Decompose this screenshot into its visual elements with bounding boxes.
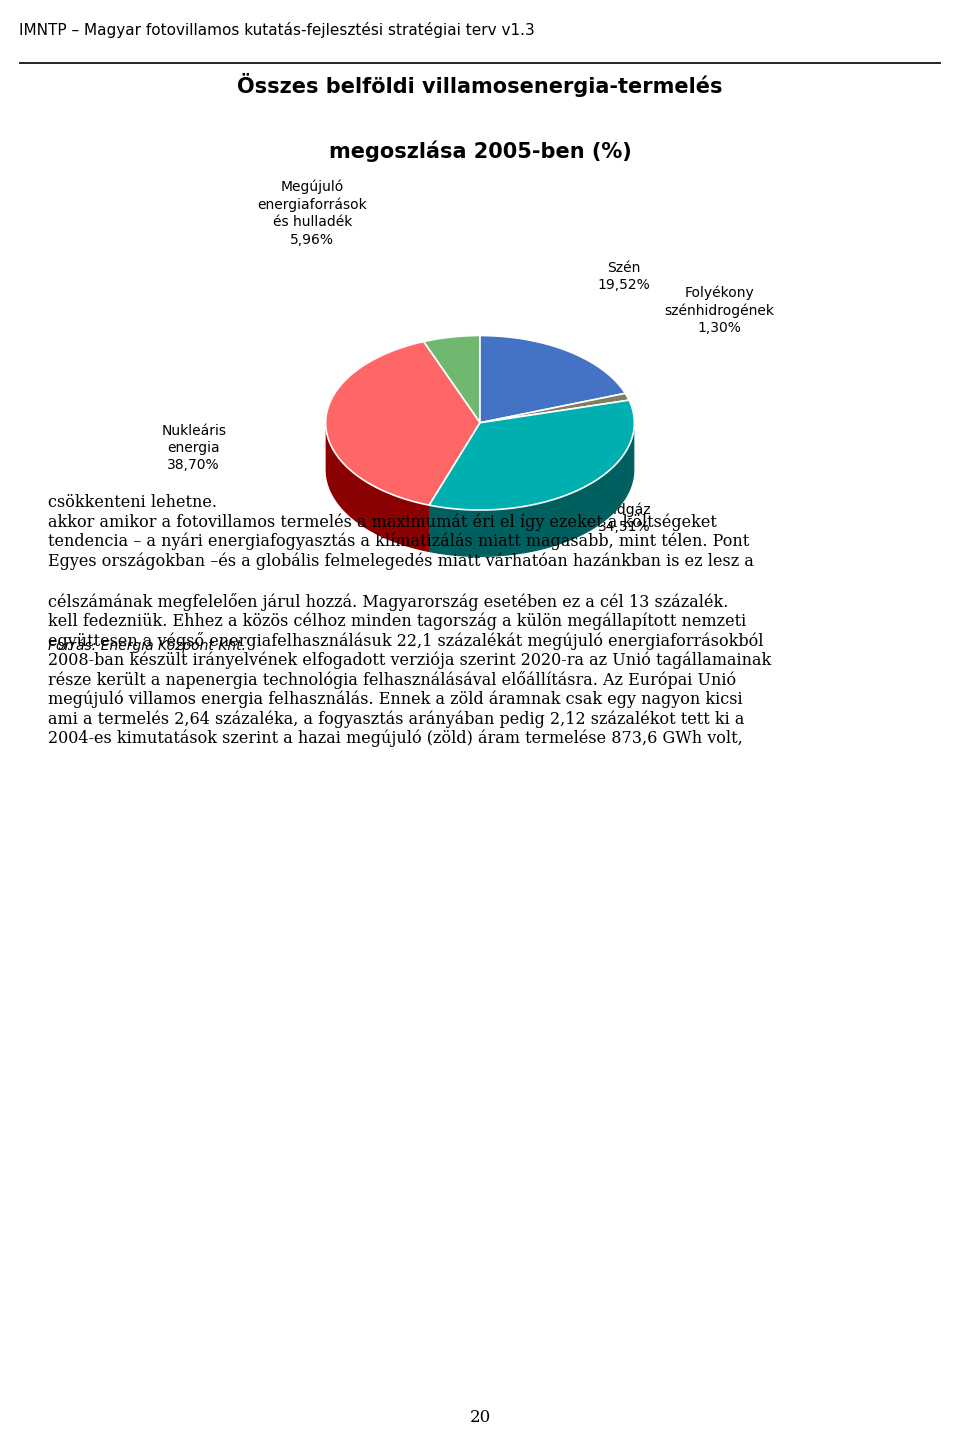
Polygon shape xyxy=(429,423,480,553)
Polygon shape xyxy=(480,394,629,423)
Text: Forrás: Energia Központ Kht.: Forrás: Energia Központ Kht. xyxy=(48,638,246,653)
Text: tendencia – a nyári energiafogyasztás a klímatizálás miatt magasabb, mint télen.: tendencia – a nyári energiafogyasztás a … xyxy=(48,534,749,551)
Text: megújuló villamos energia felhasználás. Ennek a zöld áramnak csak egy nagyon kic: megújuló villamos energia felhasználás. … xyxy=(48,691,743,708)
Polygon shape xyxy=(423,336,480,423)
Text: 2008-ban készült irányelvének elfogadott verziója szerint 2020-ra az Unió tagáll: 2008-ban készült irányelvének elfogadott… xyxy=(48,651,771,669)
Text: IMNTP – Magyar fotovillamos kutatás-fejlesztési stratégiai terv v1.3: IMNTP – Magyar fotovillamos kutatás-fejl… xyxy=(19,22,535,38)
Text: 20: 20 xyxy=(469,1409,491,1426)
Polygon shape xyxy=(325,423,429,553)
Text: Egyes országokban –és a globális felmelegedés miatt várhatóan hazánkban is ez le: Egyes országokban –és a globális felmele… xyxy=(48,553,754,570)
Text: Nukleáris
energia
38,70%: Nukleáris energia 38,70% xyxy=(161,423,227,473)
Text: Szén
19,52%: Szén 19,52% xyxy=(597,262,650,292)
Polygon shape xyxy=(429,423,480,553)
Text: akkor amikor a fotovillamos termelés a maximumát éri el így ezeket a költségeket: akkor amikor a fotovillamos termelés a m… xyxy=(48,513,717,531)
Text: kell fedezniük. Ehhez a közös célhoz minden tagország a külön megállapított nemz: kell fedezniük. Ehhez a közös célhoz min… xyxy=(48,614,746,631)
Polygon shape xyxy=(480,336,625,423)
Text: célszámának megfelelően járul hozzá. Magyarország esetében ez a cél 13 százalék.: célszámának megfelelően járul hozzá. Mag… xyxy=(48,593,729,612)
Text: megoszlása 2005-ben (%): megoszlása 2005-ben (%) xyxy=(328,141,632,163)
Text: 2004-es kimutatások szerint a hazai megújuló (zöld) áram termelése 873,6 GWh vol: 2004-es kimutatások szerint a hazai megú… xyxy=(48,730,743,747)
Text: Folyékony
szénhidrogének
1,30%: Folyékony szénhidrogének 1,30% xyxy=(664,285,775,336)
Polygon shape xyxy=(429,423,635,557)
Text: ami a termelés 2,64 százaléka, a fogyasztás arányában pedig 2,12 százalékot tett: ami a termelés 2,64 százaléka, a fogyasz… xyxy=(48,711,744,728)
Text: Megújuló
energiaforrások
és hulladék
5,96%: Megújuló energiaforrások és hulladék 5,9… xyxy=(257,180,367,247)
Polygon shape xyxy=(325,342,480,505)
Text: együttesen a végső energiafelhasználásuk 22,1 százalékát megújuló energiaforráso: együttesen a végső energiafelhasználásuk… xyxy=(48,632,763,650)
Text: csökkenteni lehetne.: csökkenteni lehetne. xyxy=(48,494,217,510)
Text: része került a napenergia technológia felhasználásával előállításra. Az Európai : része került a napenergia technológia fe… xyxy=(48,672,736,689)
Polygon shape xyxy=(429,400,635,510)
Text: Összes belföldi villamosenergia-termelés: Összes belföldi villamosenergia-termelés xyxy=(237,73,723,97)
Text: Földgáz
34,51%: Földgáz 34,51% xyxy=(597,503,651,534)
